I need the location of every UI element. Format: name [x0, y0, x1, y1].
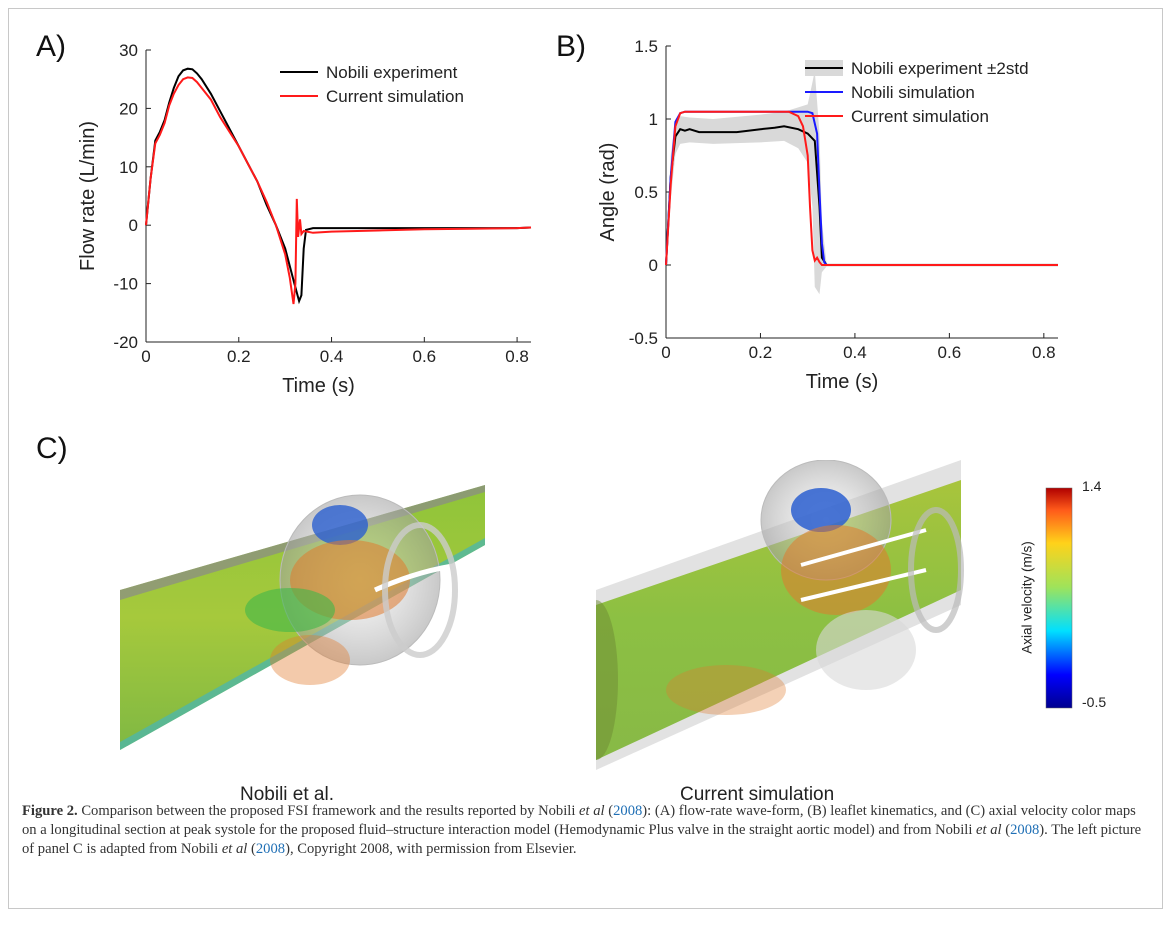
y-tick-label: 20 [119, 99, 138, 118]
panel-label-b: B) [556, 30, 586, 63]
y-tick-label: -10 [113, 275, 138, 294]
citation-link[interactable]: 2008 [255, 841, 286, 857]
series-line [145, 76, 532, 305]
series-line [665, 125, 1058, 266]
y-axis-label: Flow rate (L/min) [77, 121, 99, 271]
x-axis-label: Time (s) [282, 375, 355, 397]
series-line [665, 110, 1058, 266]
x-tick-label: 0.8 [1032, 343, 1056, 362]
x-axis-label: Time (s) [806, 371, 879, 393]
x-tick-label: 0.4 [843, 343, 867, 362]
left-image-label: Nobili et al. [240, 784, 334, 805]
y-tick-label: 0 [649, 256, 658, 275]
legend-label: Nobili experiment [326, 63, 458, 82]
y-tick-label: 0 [129, 216, 138, 235]
panel-label-a: A) [36, 30, 66, 63]
colorbar-min-label: -0.5 [1082, 694, 1107, 710]
colorbar-max-label: 1.4 [1082, 478, 1102, 494]
current-simulation-velocity-map [596, 460, 964, 770]
caption-text: . The left picture of panel C is adapted… [22, 822, 1142, 857]
y-tick-label: -20 [113, 333, 138, 352]
legend-label: Current simulation [326, 87, 464, 106]
y-tick-label: -0.5 [629, 329, 658, 348]
figure-label: Figure 2. [22, 803, 78, 819]
caption-text: : (A) flow-rate wave-form, (B) leaflet k… [22, 803, 1136, 838]
figure-frame [8, 8, 1163, 909]
x-tick-label: 0.6 [938, 343, 962, 362]
x-tick-label: 0.8 [505, 347, 529, 366]
x-tick-label: 0.2 [227, 347, 251, 366]
colorbar-title: Axial velocity (m/s) [1019, 541, 1035, 654]
y-tick-label: 10 [119, 158, 138, 177]
citation-link[interactable]: 2008 [1010, 822, 1040, 838]
legend-label: Nobili experiment ±2std [851, 59, 1029, 78]
caption-text: Comparison between the proposed FSI fram… [77, 803, 580, 819]
series-line [665, 110, 1058, 266]
y-tick-label: 1.5 [634, 37, 658, 56]
x-tick-label: 0 [141, 347, 150, 366]
y-tick-label: 1 [649, 110, 658, 129]
colorbar [1045, 487, 1073, 709]
caption-etal: et al [976, 822, 1002, 838]
x-tick-label: 0.4 [320, 347, 344, 366]
caption-text: , Copyright 2008, with permission from E… [289, 841, 577, 857]
caption-etal: et al [579, 803, 605, 819]
caption-etal: et al [221, 841, 248, 857]
citation-link[interactable]: 2008 [613, 803, 643, 819]
flow-rate-chart: 0 0.2 0.4 0.6 0.8 -20 -10 0 10 20 30 Time (s) Flow r… [77, 41, 532, 397]
legend-label: Nobili simulation [851, 83, 975, 102]
y-tick-label: 30 [119, 41, 138, 60]
std-band [666, 70, 1058, 295]
x-tick-label: 0 [661, 343, 670, 362]
figure-caption: Figure 2. Comparison between the propose… [22, 803, 1142, 857]
right-image-label: Current simulation [680, 784, 835, 805]
x-tick-label: 0.2 [749, 343, 773, 362]
panel-label-c: C) [36, 432, 68, 465]
x-tick-label: 0.6 [412, 347, 436, 366]
nobili-velocity-map [120, 485, 485, 750]
y-axis-label: Angle (rad) [597, 143, 619, 242]
y-tick-label: 0.5 [634, 183, 658, 202]
legend-label: Current simulation [851, 107, 989, 126]
